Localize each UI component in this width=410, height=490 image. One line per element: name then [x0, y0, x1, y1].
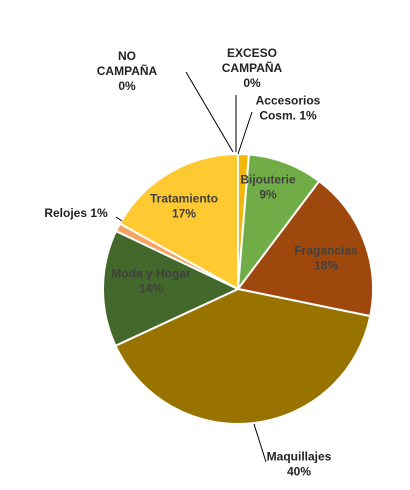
data-label-line: 0% — [118, 79, 136, 93]
data-label-tratamiento: Tratamiento 17% — [150, 192, 218, 221]
data-label-relojes: Relojes 1% — [44, 206, 108, 220]
data-label-line: 40% — [287, 465, 311, 479]
slices-layer — [102, 153, 374, 425]
leader-line-no-campana — [185, 71, 234, 153]
leader-line-relojes — [115, 216, 123, 222]
leader-lines-layer — [115, 71, 267, 463]
data-label-line: 17% — [172, 207, 196, 221]
data-label-line: NO — [118, 49, 136, 63]
pie-slice-moda-y-hogar — [102, 230, 239, 347]
data-label-bijouterie: Bijouterie 9% — [240, 173, 296, 202]
data-label-line: Fragancias — [294, 244, 358, 258]
data-label-no-campana: NO CAMPAÑA 0% — [97, 49, 158, 93]
data-label-line: CAMPAÑA — [97, 63, 158, 78]
data-label-moda-y-hogar: Moda y Hogar 14% — [111, 267, 191, 296]
leader-line-accesorios-cosm — [237, 111, 253, 155]
labels-layer: Accesorios Cosm. 1% Bijouterie 9% Fragancias… — [44, 46, 358, 479]
data-label-line: 14% — [139, 282, 163, 296]
data-label-exceso-campana: EXCESO CAMPAÑA 0% — [222, 46, 283, 90]
data-label-line: Cosm. 1% — [259, 109, 317, 123]
pie-slice-maquillajes — [114, 288, 372, 425]
data-label-line: Tratamiento — [150, 192, 218, 206]
data-label-line: 18% — [314, 259, 338, 273]
data-label-accesorios-cosm: Accesorios Cosm. 1% — [256, 94, 321, 123]
data-label-line: CAMPAÑA — [222, 60, 283, 75]
data-label-line: EXCESO — [227, 46, 277, 60]
data-label-line: Accesorios — [256, 94, 321, 108]
data-label-line: Relojes 1% — [44, 206, 108, 220]
data-label-line: Maquillajes — [267, 450, 332, 464]
pie-slice-fragancias — [237, 180, 374, 318]
pie-slice-tratamiento — [118, 153, 239, 290]
data-label-line: 0% — [243, 76, 261, 90]
data-label-line: Moda y Hogar — [111, 267, 191, 281]
data-label-fragancias: Fragancias 18% — [294, 244, 358, 273]
data-label-line: Bijouterie — [240, 173, 296, 187]
data-label-maquillajes: Maquillajes 40% — [267, 450, 332, 479]
data-label-line: 9% — [259, 188, 277, 202]
leader-line-maquillajes — [253, 423, 267, 463]
